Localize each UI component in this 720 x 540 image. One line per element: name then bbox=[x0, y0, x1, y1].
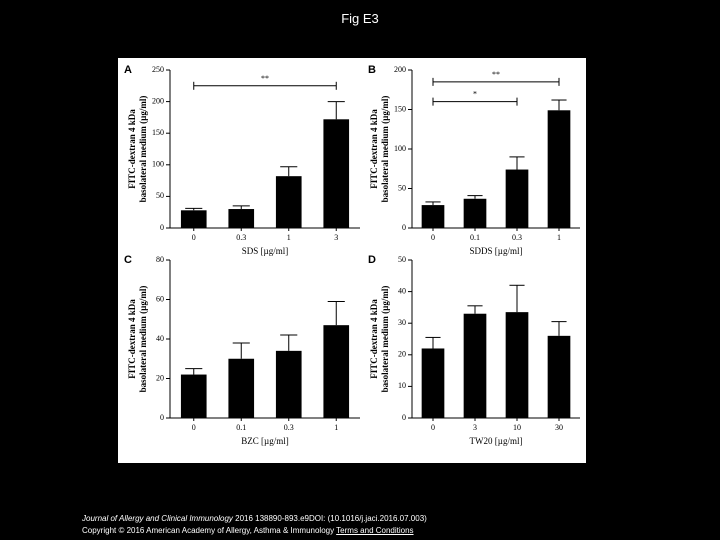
y-tick-label: 50 bbox=[156, 191, 164, 200]
y-tick-label: 30 bbox=[398, 318, 406, 327]
bar bbox=[463, 198, 487, 228]
y-tick-label: 80 bbox=[156, 255, 164, 264]
footer-citation-line: Journal of Allergy and Clinical Immunolo… bbox=[82, 513, 427, 525]
bar bbox=[180, 374, 207, 418]
x-tick-label: 3 bbox=[334, 233, 338, 242]
x-tick-label: 3 bbox=[473, 423, 477, 432]
bar bbox=[275, 176, 302, 228]
y-axis-label-line: basolateral medium (µg/ml) bbox=[380, 96, 390, 203]
y-tick-label: 60 bbox=[156, 294, 164, 303]
bar bbox=[421, 348, 445, 418]
bar bbox=[323, 119, 350, 228]
y-axis-label: FITC-dextran 4 kDabasolateral medium (µg… bbox=[127, 286, 148, 393]
footer-citation: 2016 138890-893.e9DOI: (10.1016/j.jaci.2… bbox=[232, 514, 427, 523]
y-tick-label: 200 bbox=[394, 65, 406, 74]
significance-label: ** bbox=[492, 70, 500, 79]
y-tick-label: 0 bbox=[402, 223, 406, 232]
x-axis-label: TW20 [µg/ml] bbox=[470, 436, 523, 446]
x-tick-label: 0.3 bbox=[512, 233, 522, 242]
panel-d: D 0 10 20 30 40 50 0 3 10 30 TW20 [µg/ml] FITC-dextr… bbox=[368, 254, 580, 446]
y-tick-label: 0 bbox=[160, 223, 164, 232]
panel-a: A 0 50 100 150 200 250 0 0.3 1 3 SDS [µg/ml] FITC-de… bbox=[124, 64, 360, 256]
panel-c: C 0 20 40 60 80 0 0.1 0.3 1 BZC [µg/ml] FITC-dextra… bbox=[124, 254, 360, 446]
y-axis-label-line: FITC-dextran 4 kDa bbox=[127, 299, 137, 379]
significance-label: ** bbox=[261, 74, 269, 83]
y-axis-label-line: basolateral medium (µg/ml) bbox=[138, 96, 148, 203]
y-tick-label: 100 bbox=[394, 144, 406, 153]
bar bbox=[505, 312, 529, 418]
panel-letter: B bbox=[368, 64, 376, 76]
y-tick-label: 0 bbox=[160, 413, 164, 422]
x-tick-label: 10 bbox=[513, 423, 521, 432]
y-axis-label: FITC-dextran 4 kDabasolateral medium (µg… bbox=[127, 96, 148, 203]
panel-b: B 0 50 100 150 200 0 0.1 0.3 1 SDDS [µg/ml] FITC-de… bbox=[368, 64, 580, 256]
x-tick-label: 0 bbox=[192, 233, 196, 242]
x-tick-label: 1 bbox=[557, 233, 561, 242]
footer-copyright: Copyright © 2016 American Academy of All… bbox=[82, 526, 337, 535]
y-axis-label: FITC-dextran 4 kDabasolateral medium (µg… bbox=[369, 96, 390, 203]
x-tick-label: 1 bbox=[287, 233, 291, 242]
x-tick-label: 30 bbox=[555, 423, 563, 432]
significance-label: * bbox=[473, 90, 477, 99]
bar bbox=[228, 209, 255, 228]
y-tick-label: 50 bbox=[398, 183, 406, 192]
y-axis-label-line: basolateral medium (µg/ml) bbox=[380, 286, 390, 393]
bar bbox=[505, 169, 529, 228]
x-tick-label: 0.1 bbox=[236, 423, 246, 432]
bar bbox=[323, 325, 350, 418]
bar bbox=[275, 350, 302, 418]
y-axis-label: FITC-dextran 4 kDabasolateral medium (µg… bbox=[369, 286, 390, 393]
panel-letter: D bbox=[368, 254, 376, 266]
bar bbox=[421, 205, 445, 228]
y-tick-label: 200 bbox=[152, 96, 164, 105]
panel-letter: A bbox=[124, 64, 132, 76]
x-tick-label: 0.3 bbox=[236, 233, 246, 242]
y-tick-label: 100 bbox=[152, 160, 164, 169]
x-tick-label: 0.1 bbox=[470, 233, 480, 242]
x-axis-label: BZC [µg/ml] bbox=[241, 436, 288, 446]
y-tick-label: 150 bbox=[152, 128, 164, 137]
x-tick-label: 0 bbox=[431, 423, 435, 432]
y-axis-label-line: FITC-dextran 4 kDa bbox=[369, 109, 379, 189]
y-tick-label: 250 bbox=[152, 65, 164, 74]
y-tick-label: 50 bbox=[398, 255, 406, 264]
bar bbox=[463, 313, 487, 418]
bar bbox=[547, 110, 571, 228]
x-axis-label: SDS [µg/ml] bbox=[242, 246, 288, 256]
footer-copyright-line: Copyright © 2016 American Academy of All… bbox=[82, 525, 427, 537]
y-tick-label: 40 bbox=[156, 334, 164, 343]
footer: Journal of Allergy and Clinical Immunolo… bbox=[82, 513, 427, 537]
footer-journal: Journal of Allergy and Clinical Immunolo… bbox=[82, 514, 233, 523]
bar bbox=[180, 210, 207, 228]
figure-panel: A 0 50 100 150 200 250 0 0.3 1 3 SDS [µg/ml] FITC-de… bbox=[118, 58, 586, 463]
x-axis-label: SDDS [µg/ml] bbox=[470, 246, 523, 256]
slide-title: Fig E3 bbox=[341, 11, 379, 26]
bar bbox=[547, 335, 571, 418]
x-tick-label: 0 bbox=[192, 423, 196, 432]
y-tick-label: 10 bbox=[398, 381, 406, 390]
y-tick-label: 20 bbox=[156, 373, 164, 382]
y-tick-label: 40 bbox=[398, 286, 406, 295]
y-axis-label-line: FITC-dextran 4 kDa bbox=[127, 109, 137, 189]
x-tick-label: 0.3 bbox=[284, 423, 294, 432]
y-tick-label: 0 bbox=[402, 413, 406, 422]
x-tick-label: 0 bbox=[431, 233, 435, 242]
y-axis-label-line: FITC-dextran 4 kDa bbox=[369, 299, 379, 379]
y-tick-label: 20 bbox=[398, 350, 406, 359]
y-tick-label: 150 bbox=[394, 104, 406, 113]
x-tick-label: 1 bbox=[334, 423, 338, 432]
panel-letter: C bbox=[124, 254, 132, 266]
terms-link[interactable]: Terms and Conditions bbox=[336, 526, 414, 535]
y-axis-label-line: basolateral medium (µg/ml) bbox=[138, 286, 148, 393]
bar bbox=[228, 358, 255, 418]
